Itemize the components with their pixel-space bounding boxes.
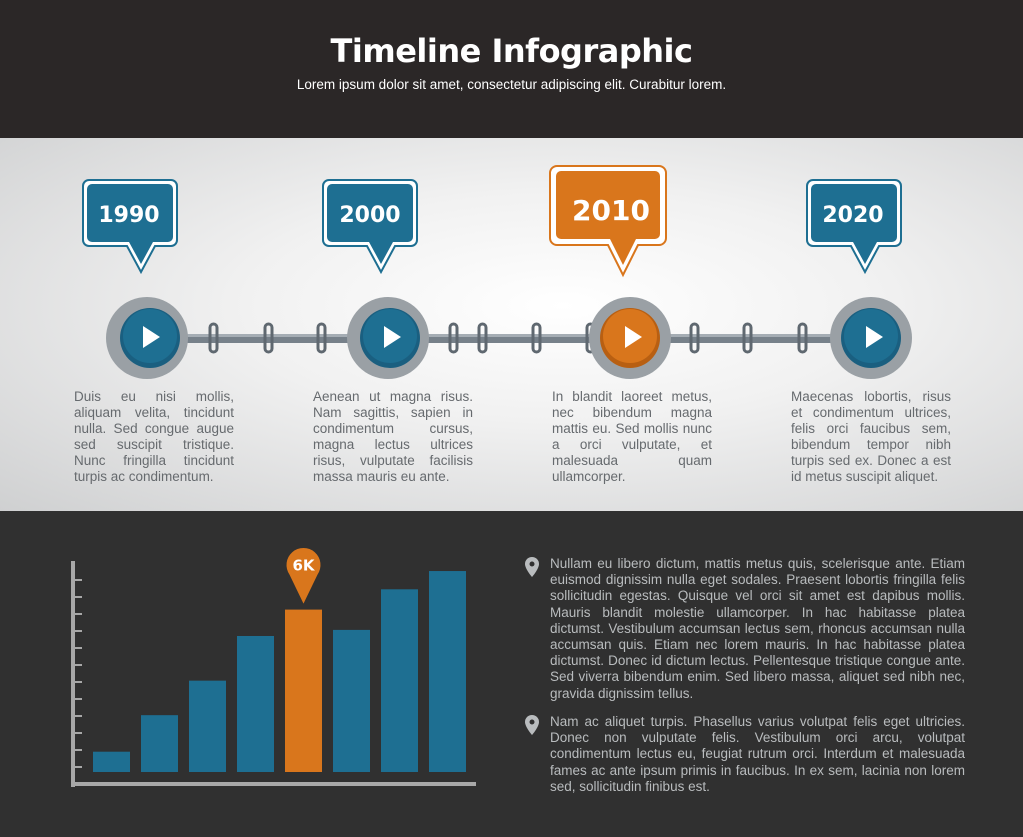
milestone-2020[interactable]: 2020 [806,179,912,379]
milestone-text-2000: Aenean ut magna risus. Nam sagittis, sap… [313,389,473,484]
timeline-rings [208,322,808,354]
milestone-year: 2010 [572,194,650,227]
timeline-ring [477,322,488,354]
milestone-text-2010: In blandit laoreet metus, nec bibendum m… [552,389,712,484]
milestone-year: 1990 [98,203,159,228]
play-icon [625,326,642,348]
timeline-ring [742,322,753,354]
chart-bar [141,715,178,772]
milestone-text-2020: Maecenas lobortis, risus et condimentum … [791,389,951,484]
y-tick [73,681,82,683]
y-tick [73,613,82,615]
timeline-ring [263,322,274,354]
timeline-ring [689,322,700,354]
chart-callout: 6K [286,547,321,604]
y-tick [73,732,82,734]
y-tick [73,766,82,768]
chart-axes [71,561,476,787]
callout-fill [87,184,173,264]
play-icon [384,326,401,348]
milestone-2000[interactable]: 2000 [322,179,429,379]
x-axis [71,782,476,786]
y-tick [73,596,82,598]
callout-fill [811,184,897,264]
value-pin [286,547,321,604]
timeline-bar-highlight [150,334,875,337]
header: Timeline Infographic Lorem ipsum dolor s… [0,0,1023,138]
milestone-year: 2000 [339,203,400,228]
play-icon [866,326,883,348]
map-pin-icon [525,557,539,577]
y-tick [73,630,82,632]
value-label: 6K [292,557,315,575]
chart-bar [189,680,226,772]
chart-bar [93,751,130,772]
timeline-track: 1990 2000 2010 [82,165,912,379]
chart-bars [93,571,466,772]
play-icon [143,326,160,348]
y-tick [73,664,82,666]
y-tick [73,647,82,649]
timeline-ring [316,322,327,354]
milestone-text-1990: Duis eu nisi mollis, aliquam velita, tin… [74,389,234,484]
bar-chart: 6K [71,547,476,787]
note-paragraph-2: Nam ac aliquet turpis. Phasellus varius … [550,714,965,794]
timeline-section: 1990 2000 2010 [0,138,1023,511]
y-tick [73,749,82,751]
timeline-ring [208,322,219,354]
chart-bar [333,629,370,772]
timeline-ring [797,322,808,354]
y-tick [73,579,82,581]
callout-fill [556,171,660,265]
milestone-2010[interactable]: 2010 [549,165,671,379]
chart-bar [237,635,274,772]
bottom-section: 6K Nullam eu libero dictum, mattis metus… [0,511,1023,837]
timeline-ring [448,322,459,354]
milestone-1990[interactable]: 1990 [82,179,188,379]
chart-bar [381,589,418,772]
chart-bar [429,571,466,772]
y-axis [71,561,75,787]
y-tick [73,715,82,717]
y-tick [73,698,82,700]
map-pin-icon [525,715,539,735]
callout-fill [327,184,413,264]
note-paragraph-1: Nullam eu libero dictum, mattis metus qu… [550,556,965,701]
milestone-year: 2020 [822,203,883,228]
page-title: Timeline Infographic [330,32,693,70]
timeline-ring [531,322,542,354]
page-subtitle: Lorem ipsum dolor sit amet, consectetur … [296,77,727,92]
chart-bar [285,609,322,772]
